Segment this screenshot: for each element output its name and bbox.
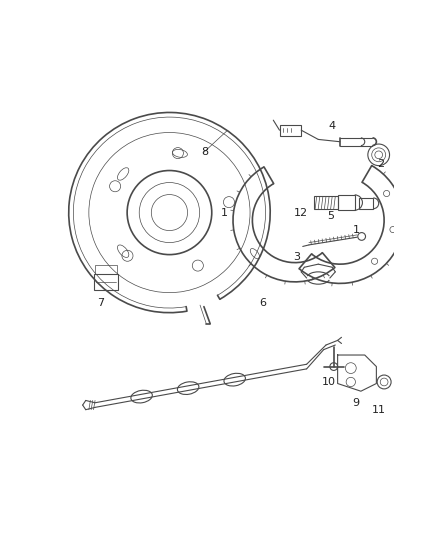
- Text: 5: 5: [327, 211, 334, 221]
- Text: 8: 8: [201, 147, 208, 157]
- Text: 3: 3: [293, 252, 300, 262]
- Text: 7: 7: [97, 298, 104, 309]
- Text: 1: 1: [353, 225, 360, 235]
- Text: 11: 11: [372, 406, 386, 415]
- Text: 4: 4: [328, 122, 336, 131]
- Text: 12: 12: [293, 207, 307, 217]
- Text: 6: 6: [260, 298, 267, 309]
- Text: 9: 9: [352, 398, 359, 408]
- Text: 2: 2: [377, 159, 384, 169]
- Text: 10: 10: [322, 377, 336, 387]
- Text: 1: 1: [221, 207, 228, 217]
